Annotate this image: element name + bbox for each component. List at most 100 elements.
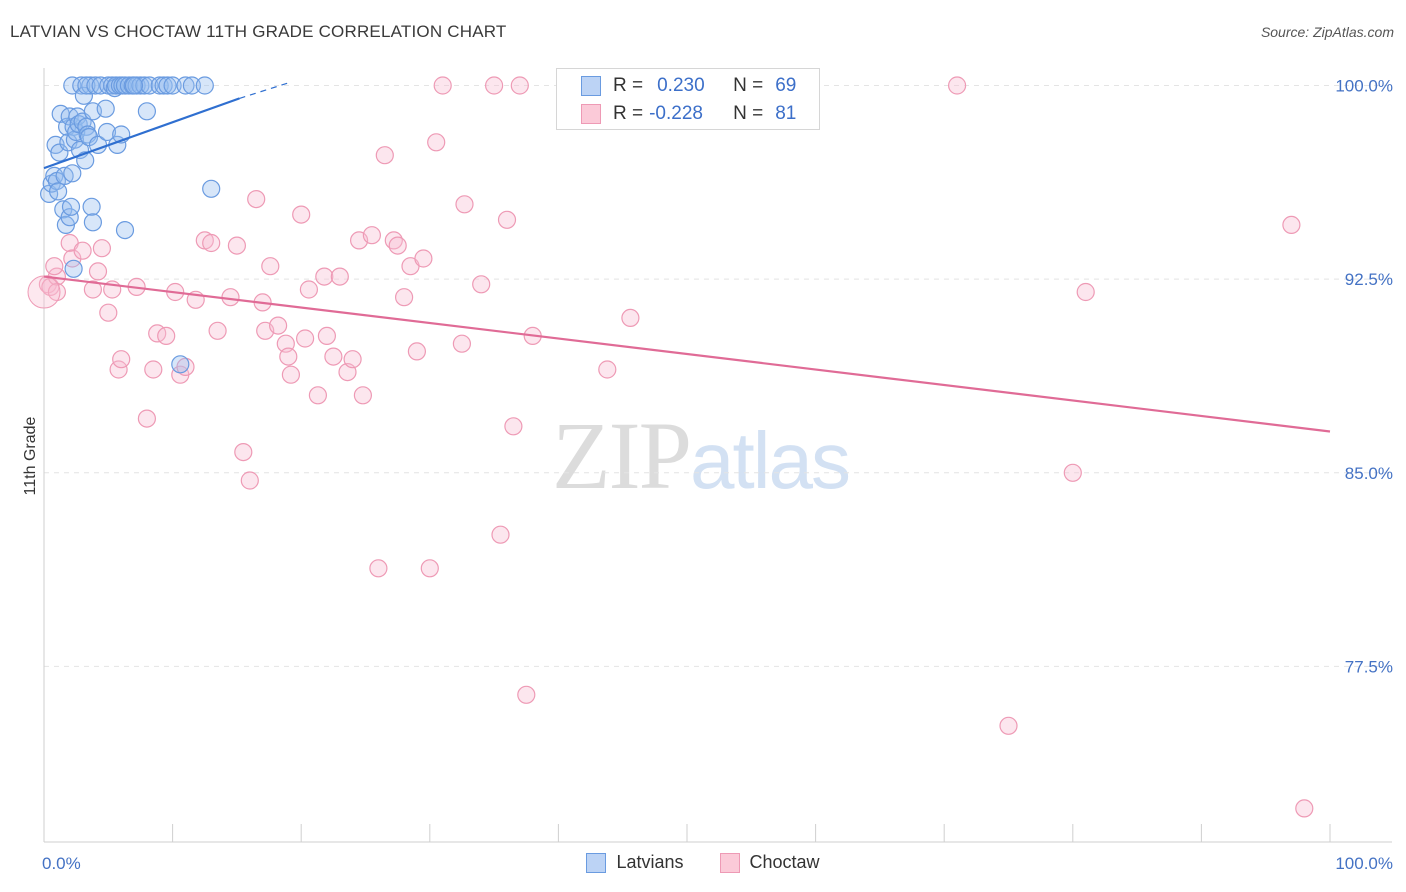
- x-tick-label: 100.0%: [1335, 854, 1393, 873]
- choctaw-trend-line: [43, 275, 1331, 433]
- latvians-point: [176, 76, 195, 95]
- choctaw-point: [407, 342, 426, 361]
- choctaw-point: [47, 282, 67, 302]
- tick-labels: 77.5% 85.0% 92.5% 100.0% 0.0% 100.0% 11th Grad…: [22, 76, 1393, 873]
- legend-r-value: 0.230: [657, 75, 705, 96]
- choctaw-point: [414, 249, 433, 268]
- choctaw-point: [137, 409, 156, 428]
- series-legend-choctaw[interactable]: Choctaw: [719, 852, 820, 873]
- y-axis-title: 11th Grade: [22, 416, 39, 495]
- latvians-point: [48, 182, 68, 201]
- choctaw-point: [269, 316, 288, 335]
- choctaw-point: [395, 288, 414, 307]
- choctaw-point: [83, 280, 103, 299]
- latvians-legend-swatch: [586, 852, 607, 873]
- grid-lines: [44, 84, 1392, 667]
- choctaw-point: [999, 716, 1018, 735]
- choctaw-point: [99, 303, 118, 322]
- data-points: [27, 76, 1314, 818]
- choctaw-point: [296, 329, 315, 348]
- choctaw-point: [299, 280, 318, 299]
- legend-r-value: -0.228: [649, 103, 703, 124]
- latvians-point: [97, 122, 117, 142]
- latvians-point: [64, 117, 83, 136]
- latvians-point: [63, 164, 82, 183]
- choctaw-point: [388, 236, 407, 255]
- y-tick-label: 92.5%: [1345, 270, 1393, 289]
- choctaw-point: [517, 685, 536, 704]
- choctaw-point: [240, 471, 259, 490]
- choctaw-point: [353, 386, 372, 405]
- choctaw-point: [202, 233, 221, 253]
- choctaw-point: [279, 347, 298, 366]
- choctaw-swatch: [581, 104, 601, 124]
- latvians-point: [61, 197, 81, 216]
- latvians-point: [83, 213, 103, 232]
- latvians-point: [182, 76, 201, 95]
- choctaw-point: [427, 133, 446, 152]
- choctaw-point: [497, 210, 517, 229]
- latvians-point: [202, 179, 221, 198]
- choctaw-point: [73, 241, 92, 260]
- choctaw-point: [324, 347, 343, 366]
- watermark-zip: ZIP: [552, 402, 692, 509]
- latvians-point: [76, 151, 95, 170]
- choctaw-point: [144, 360, 163, 379]
- choctaw-point: [281, 365, 300, 384]
- legend-row-latvians: R = 0.230 N = 69: [581, 74, 796, 98]
- choctaw-point: [317, 326, 336, 345]
- choctaw-point: [510, 76, 529, 95]
- choctaw-point: [621, 308, 640, 327]
- choctaw-point: [27, 275, 61, 309]
- choctaw-point: [420, 559, 439, 578]
- choctaw-legend-swatch: [719, 852, 740, 873]
- latvians-point: [64, 259, 83, 278]
- latvians-point: [96, 99, 115, 118]
- choctaw-point: [598, 360, 617, 379]
- choctaw-point: [375, 146, 394, 165]
- choctaw-point: [112, 350, 131, 369]
- latvians-point: [140, 76, 159, 95]
- series-legend-latvians[interactable]: Latvians: [586, 852, 684, 873]
- choctaw-point: [485, 76, 504, 95]
- latvians-trend-line: [43, 97, 240, 170]
- y-tick-label: 100.0%: [1335, 76, 1393, 95]
- series-legend: Latvians Choctaw: [0, 852, 1406, 873]
- trend-lines: [43, 82, 1331, 433]
- choctaw-point: [208, 321, 227, 340]
- latvians-point: [131, 76, 150, 95]
- legend-n-label: N =: [733, 103, 764, 124]
- latvians-point: [150, 76, 169, 95]
- choctaw-point: [433, 76, 452, 95]
- choctaw-point: [292, 205, 311, 224]
- latvians-point: [81, 76, 100, 95]
- choctaw-point: [234, 443, 253, 462]
- latvians-legend-label: Latvians: [616, 852, 684, 872]
- choctaw-point: [247, 190, 266, 209]
- choctaw-point: [227, 236, 246, 255]
- latvians-swatch: [581, 76, 601, 96]
- choctaw-point: [1063, 463, 1082, 482]
- y-tick-label: 85.0%: [1345, 464, 1393, 483]
- choctaw-point: [343, 350, 362, 369]
- choctaw-point: [369, 559, 388, 578]
- latvians-point: [82, 197, 101, 216]
- choctaw-point: [261, 257, 280, 276]
- latvians-point: [195, 76, 214, 95]
- latvians-point: [135, 76, 154, 95]
- choctaw-point: [1076, 282, 1095, 302]
- latvians-point: [124, 76, 144, 95]
- latvians-point: [50, 143, 69, 162]
- choctaw-point: [88, 262, 108, 281]
- choctaw-point: [1295, 799, 1314, 818]
- axes: [43, 68, 1392, 843]
- x-tick-label: 0.0%: [42, 854, 81, 873]
- choctaw-point: [92, 239, 112, 258]
- choctaw-legend-label: Choctaw: [749, 852, 820, 872]
- latvians-point: [158, 76, 177, 95]
- legend-n-value: 81: [775, 103, 797, 124]
- correlation-legend: R = 0.230 N = 69 R = -0.228 N = 81: [556, 68, 820, 130]
- chart-title: LATVIAN VS CHOCTAW 11TH GRADE CORRELATIO…: [10, 22, 507, 41]
- latvians-point: [77, 117, 96, 136]
- watermark-atlas: atlas: [690, 416, 851, 505]
